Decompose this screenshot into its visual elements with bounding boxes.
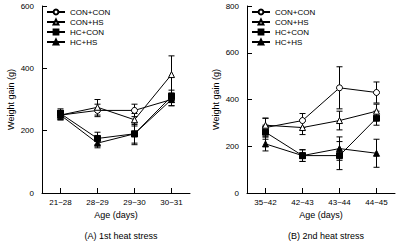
svg-text:42~43: 42~43 <box>291 198 314 207</box>
svg-text:400: 400 <box>21 64 35 73</box>
svg-text:43~44: 43~44 <box>328 198 351 207</box>
svg-text:600: 600 <box>226 48 240 57</box>
svg-text:400: 400 <box>226 95 240 104</box>
svg-text:CON+CON: CON+CON <box>70 8 110 17</box>
svg-text:30~31: 30~31 <box>160 198 183 207</box>
svg-text:HC+CON: HC+CON <box>275 28 309 37</box>
svg-text:HC+HS: HC+HS <box>275 38 302 47</box>
svg-text:600: 600 <box>21 2 35 11</box>
svg-text:HC+HS: HC+HS <box>70 38 97 47</box>
svg-text:(B) 2nd heat stress: (B) 2nd heat stress <box>288 231 365 241</box>
svg-text:HC+CON: HC+CON <box>70 28 104 37</box>
svg-text:CON+CON: CON+CON <box>275 8 315 17</box>
svg-text:35~42: 35~42 <box>254 198 277 207</box>
svg-text:200: 200 <box>21 126 35 135</box>
svg-text:21~28: 21~28 <box>49 198 72 207</box>
svg-text:0: 0 <box>30 189 35 198</box>
svg-text:28~29: 28~29 <box>86 198 109 207</box>
svg-text:CON+HS: CON+HS <box>275 18 309 27</box>
svg-text:200: 200 <box>226 142 240 151</box>
svg-text:(A) 1st heat stress: (A) 1st heat stress <box>84 231 158 241</box>
svg-text:800: 800 <box>226 2 240 11</box>
svg-text:Age (days): Age (days) <box>299 210 343 220</box>
svg-text:Weight gain (g): Weight gain (g) <box>211 69 221 130</box>
svg-text:44~45: 44~45 <box>365 198 388 207</box>
svg-text:29~30: 29~30 <box>123 198 146 207</box>
svg-text:Weight gain (g): Weight gain (g) <box>6 69 16 130</box>
svg-text:CON+HS: CON+HS <box>70 18 104 27</box>
svg-text:0: 0 <box>235 189 240 198</box>
svg-text:Age (days): Age (days) <box>94 210 138 220</box>
